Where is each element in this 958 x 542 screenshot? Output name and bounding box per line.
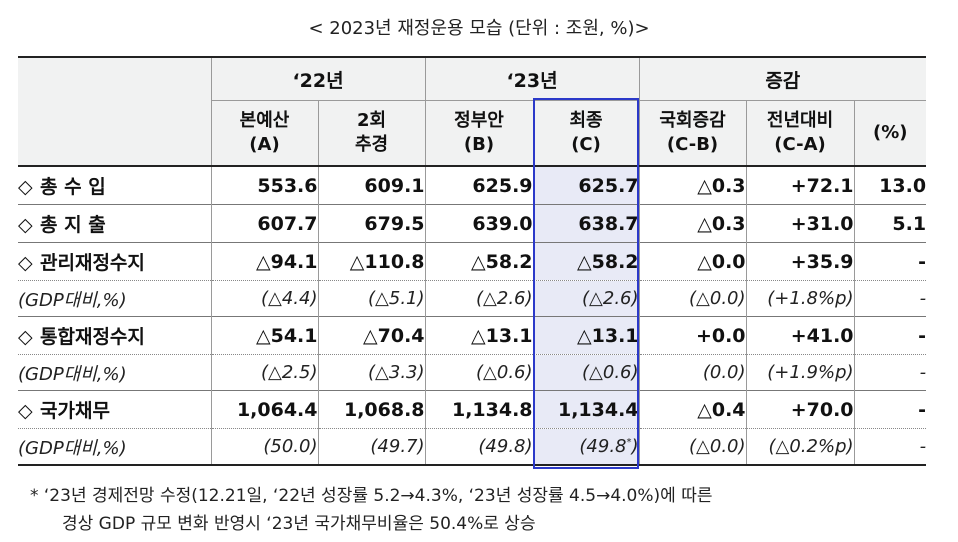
col-header-a: 본예산 (A): [211, 100, 319, 166]
group-header-23: ‘23년: [425, 56, 640, 101]
cell: +0.0: [639, 316, 747, 355]
table-row-sub: (GDP대비,%) (△2.5) (△3.3) (△0.6) (△0.6) (0…: [18, 354, 927, 391]
footnote-line-2: 경상 GDP 규모 변화 반영시 ‘23년 국가채무비율은 50.4%로 상승: [62, 514, 536, 534]
cell: -: [854, 354, 927, 391]
table-row-sub: (GDP대비,%) (50.0) (49.7) (49.8) (49.8*) (…: [18, 428, 927, 466]
cell: 607.7: [211, 204, 319, 243]
table-row: ◇ 통합재정수지 △54.1 △70.4 △13.1 △13.1 +0.0 +41…: [18, 316, 927, 355]
cell: (△0.6): [425, 354, 534, 391]
cell: 13.0: [854, 165, 927, 205]
cell: △94.1: [211, 242, 319, 281]
cell: +31.0: [746, 204, 855, 243]
row-label-sub: (GDP대비,%): [18, 280, 212, 317]
cell-final: (△2.6): [533, 280, 640, 317]
cell-final: 638.7: [533, 204, 640, 243]
col-header-b: 정부안 (B): [425, 100, 534, 166]
row-label: ◇ 총 수 입: [18, 165, 212, 205]
group-header-22: ‘22년: [211, 56, 426, 101]
cell: (△2.6): [425, 280, 534, 317]
table-row: ◇ 총 지 출 607.7 679.5 639.0 638.7 △0.3 +31.…: [18, 204, 927, 243]
cell: -: [854, 316, 927, 355]
table-row-sub: (GDP대비,%) (△4.4) (△5.1) (△2.6) (△2.6) (△…: [18, 280, 927, 317]
cell: (△0.2%p): [746, 428, 855, 466]
cell: +41.0: [746, 316, 855, 355]
cell: (49.7): [318, 428, 426, 466]
cell: (△2.5): [211, 354, 319, 391]
cell: -: [854, 390, 927, 429]
cell: 1,064.4: [211, 390, 319, 429]
cell-final: 625.7: [533, 165, 640, 205]
group-header-change: 증감: [639, 56, 927, 101]
footnote-marker: *: [626, 437, 632, 448]
table-row: ◇ 관리재정수지 △94.1 △110.8 △58.2 △58.2 △0.0 +3…: [18, 242, 927, 281]
cell-final: (49.8*): [533, 428, 640, 466]
cell-final: 1,134.4: [533, 390, 640, 429]
cell-final: △58.2: [533, 242, 640, 281]
cell: 553.6: [211, 165, 319, 205]
cell: △110.8: [318, 242, 426, 281]
cell: △0.3: [639, 204, 747, 243]
cell: +35.9: [746, 242, 855, 281]
corner-cell: [18, 56, 212, 166]
cell: △0.3: [639, 165, 747, 205]
cell: (49.8): [425, 428, 534, 466]
cell: (△5.1): [318, 280, 426, 317]
cell: (△3.3): [318, 354, 426, 391]
cell: +72.1: [746, 165, 855, 205]
row-label-sub: (GDP대비,%): [18, 428, 212, 466]
cell-final: △13.1: [533, 316, 640, 355]
cell: (△4.4): [211, 280, 319, 317]
cell: -: [854, 242, 927, 281]
col-header-c-a: 전년대비 (C-A): [746, 100, 855, 166]
cell: △13.1: [425, 316, 534, 355]
cell: 1,068.8: [318, 390, 426, 429]
cell: (△0.0): [639, 428, 747, 466]
cell: △70.4: [318, 316, 426, 355]
row-label: ◇ 총 지 출: [18, 204, 212, 243]
col-header-c-b: 국회증감 (C-B): [639, 100, 747, 166]
footnote-line-1: * ‘23년 경제전망 수정(12.21일, ‘22년 성장률 5.2→4.3%…: [30, 486, 713, 506]
table-row: ◇ 국가채무 1,064.4 1,068.8 1,134.8 1,134.4 △0…: [18, 390, 927, 429]
footnote: * ‘23년 경제전망 수정(12.21일, ‘22년 성장률 5.2→4.3%…: [30, 482, 712, 538]
row-label: ◇ 국가채무: [18, 390, 212, 429]
row-label-sub: (GDP대비,%): [18, 354, 212, 391]
cell: (△0.0): [639, 280, 747, 317]
cell: 5.1: [854, 204, 927, 243]
cell: -: [854, 428, 927, 466]
cell: △0.4: [639, 390, 747, 429]
table-row: ◇ 총 수 입 553.6 609.1 625.9 625.7 △0.3 +72.…: [18, 165, 927, 205]
cell: 625.9: [425, 165, 534, 205]
cell: (+1.8%p): [746, 280, 855, 317]
cell: △0.0: [639, 242, 747, 281]
cell: △54.1: [211, 316, 319, 355]
row-label: ◇ 통합재정수지: [18, 316, 212, 355]
cell: -: [854, 280, 927, 317]
col-header-pct: (%): [854, 100, 927, 166]
cell: +70.0: [746, 390, 855, 429]
table-title: < 2023년 재정운용 모습 (단위 : 조원, %)>: [308, 18, 650, 39]
col-header-c: 최종 (C): [533, 100, 640, 166]
fiscal-table: ‘22년 ‘23년 증감 본예산 (A) 2회 추경 정부안 (B) 최종 (C) 국회…: [18, 56, 927, 466]
cell: 679.5: [318, 204, 426, 243]
cell-final: (△0.6): [533, 354, 640, 391]
cell: 1,134.8: [425, 390, 534, 429]
cell: △58.2: [425, 242, 534, 281]
cell: (50.0): [211, 428, 319, 466]
row-label: ◇ 관리재정수지: [18, 242, 212, 281]
cell: (+1.9%p): [746, 354, 855, 391]
cell: 609.1: [318, 165, 426, 205]
cell: 639.0: [425, 204, 534, 243]
cell: (0.0): [639, 354, 747, 391]
col-header-supp: 2회 추경: [318, 100, 426, 166]
